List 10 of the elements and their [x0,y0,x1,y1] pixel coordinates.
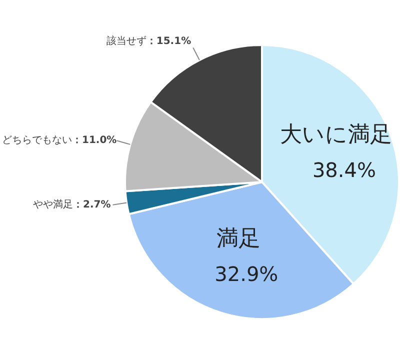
data-label: 38.4% [312,158,376,182]
slice-label: 大いに満足 [280,122,392,148]
data-label: ：15.1% [146,36,192,48]
data-label: 32.9% [214,262,278,286]
data-label: ：11.0% [72,135,117,146]
data-label: ：2.7% [73,199,111,210]
slice-label: 該当せず [106,35,146,48]
slice-label: どちらでもない [2,135,72,146]
slice-label: 満足 [216,226,260,252]
slice-label: やや満足 [33,198,74,210]
